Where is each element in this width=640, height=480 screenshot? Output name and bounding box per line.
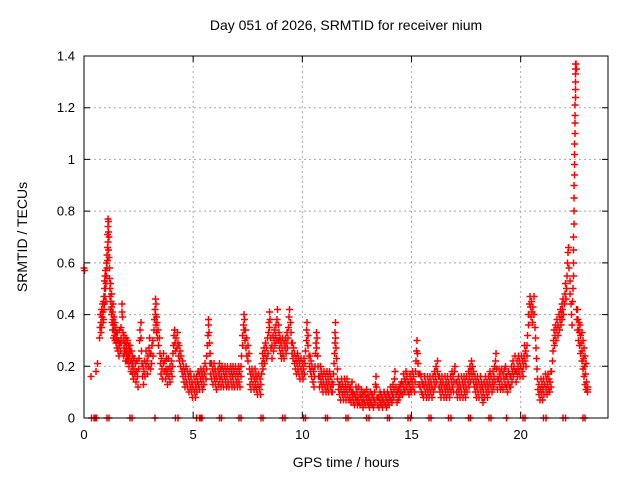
- axis-ticks: [83, 55, 608, 419]
- y-tick-label: 1.2: [57, 100, 75, 115]
- x-tick-label: 10: [295, 427, 309, 442]
- y-tick-label: 1: [68, 152, 75, 167]
- y-tick-label: 0.2: [57, 359, 75, 374]
- x-tick-label: 5: [190, 427, 197, 442]
- data-points: [80, 60, 591, 422]
- y-tick-label: 1.4: [57, 49, 75, 64]
- x-tick-label: 15: [404, 427, 418, 442]
- x-tick-label: 0: [80, 427, 87, 442]
- x-axis-label: GPS time / hours: [292, 454, 400, 470]
- y-tick-label: 0.4: [57, 307, 75, 322]
- y-tick-label: 0.6: [57, 255, 75, 270]
- gridlines: [84, 56, 608, 418]
- x-tick-label: 20: [513, 427, 527, 442]
- y-tick-label: 0: [68, 411, 75, 426]
- y-tick-label: 0.8: [57, 204, 75, 219]
- chart-title: Day 051 of 2026, SRMTID for receiver niu…: [209, 17, 483, 33]
